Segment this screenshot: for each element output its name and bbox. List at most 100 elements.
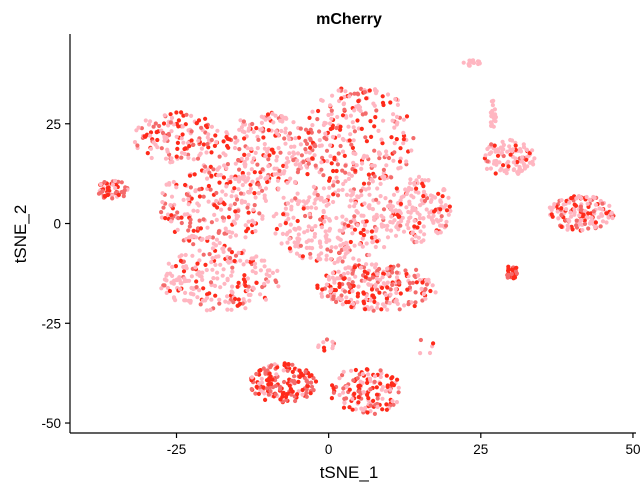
data-point (398, 201, 403, 206)
data-point (293, 196, 298, 201)
data-point (110, 196, 115, 201)
data-point (236, 250, 241, 255)
data-point (559, 206, 564, 211)
data-point (283, 221, 288, 226)
data-point (230, 265, 235, 270)
data-point (380, 94, 385, 99)
data-point (600, 219, 606, 224)
data-point (321, 199, 326, 204)
data-point (347, 94, 352, 99)
data-point (366, 172, 371, 177)
data-point (238, 118, 243, 123)
data-point (186, 152, 191, 157)
data-point (179, 155, 184, 160)
data-point (308, 251, 313, 257)
data-point (203, 262, 208, 267)
data-point (327, 217, 332, 222)
data-point (373, 244, 378, 250)
data-point (331, 179, 337, 184)
data-point (242, 136, 247, 141)
data-point (508, 152, 513, 157)
data-point (159, 146, 164, 151)
data-point (367, 277, 372, 282)
data-point (366, 181, 371, 186)
data-point (310, 123, 315, 128)
data-point (321, 186, 326, 191)
data-point (483, 153, 488, 158)
data-point (251, 156, 256, 161)
data-point (303, 369, 308, 374)
data-point (171, 281, 176, 286)
data-point (278, 384, 283, 389)
data-point (163, 216, 168, 221)
data-point (197, 288, 202, 293)
data-point (238, 258, 243, 263)
data-point (406, 302, 411, 307)
data-point (418, 337, 423, 343)
data-point (597, 206, 602, 211)
data-point (579, 217, 584, 223)
data-point (375, 305, 380, 310)
data-point (559, 213, 564, 218)
data-point (530, 148, 535, 153)
data-point (412, 224, 417, 229)
data-point (375, 404, 380, 409)
y-axis-ticks: -50 -25 0 25 (41, 117, 70, 431)
data-point (161, 205, 166, 210)
data-point (388, 202, 393, 207)
data-point (215, 128, 220, 133)
data-point (336, 269, 341, 274)
data-point (363, 135, 368, 140)
data-point (374, 197, 379, 202)
data-point (367, 376, 373, 381)
data-point (328, 249, 333, 254)
data-point (256, 137, 261, 142)
data-point (444, 208, 450, 213)
data-point (307, 212, 312, 217)
data-point (255, 162, 260, 167)
data-point (217, 297, 222, 302)
data-point (189, 138, 194, 143)
data-point (203, 164, 208, 169)
data-point (241, 262, 246, 267)
data-point (384, 402, 389, 407)
data-point (280, 118, 285, 123)
data-point (287, 246, 292, 251)
data-point (394, 290, 399, 295)
data-point (521, 162, 527, 167)
data-point (402, 303, 407, 308)
data-point (277, 168, 282, 173)
data-point (225, 294, 230, 299)
data-point (310, 109, 315, 114)
data-point (372, 103, 377, 108)
data-point (176, 124, 181, 129)
data-point (356, 384, 361, 389)
data-point (253, 270, 258, 275)
data-point (367, 192, 372, 197)
data-point (376, 150, 382, 155)
data-point (436, 219, 441, 224)
data-point (341, 390, 346, 395)
data-point (249, 146, 254, 151)
data-point (220, 189, 225, 194)
data-point (388, 228, 394, 233)
data-point (484, 166, 490, 171)
data-point (168, 219, 173, 224)
data-point (572, 207, 577, 212)
data-point (253, 391, 258, 396)
data-point (229, 174, 234, 179)
data-point (258, 175, 263, 180)
data-point (569, 224, 574, 229)
data-point (296, 232, 301, 237)
data-point (252, 261, 258, 266)
data-point (501, 153, 506, 159)
data-point (298, 243, 303, 248)
data-point (305, 228, 310, 233)
data-point (574, 196, 579, 201)
data-point (169, 213, 174, 218)
data-point (433, 290, 438, 295)
data-point (261, 385, 266, 390)
data-point (405, 287, 410, 292)
data-point (236, 297, 241, 302)
data-point (271, 120, 276, 125)
